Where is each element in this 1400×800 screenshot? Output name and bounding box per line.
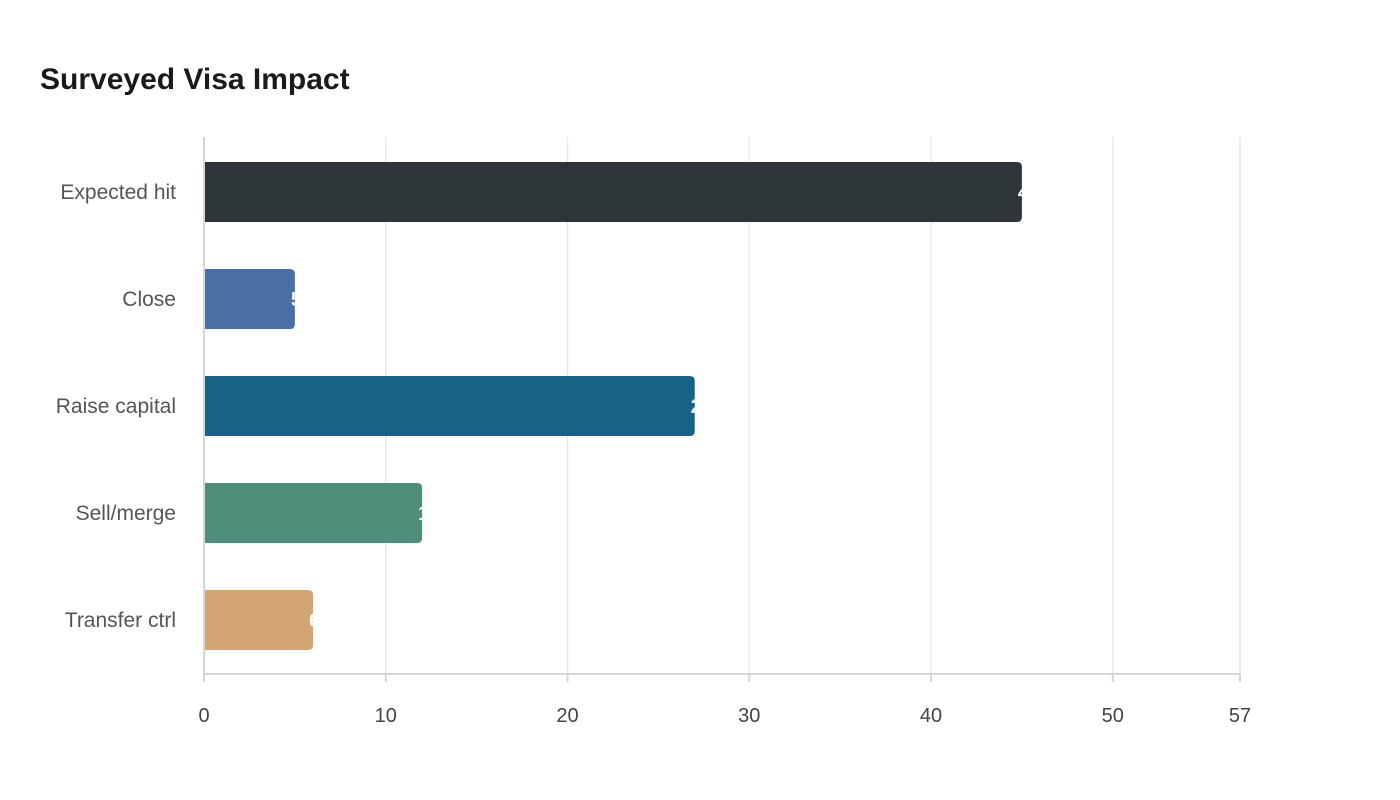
- x-tick-label: 10: [375, 705, 397, 727]
- bar-value-label: 27: [691, 396, 713, 418]
- category-label: Raise capital: [56, 395, 176, 418]
- bar-sell-merge: [204, 483, 423, 543]
- x-tick-label: 40: [920, 705, 942, 727]
- bar-raise-capital: [204, 376, 695, 436]
- category-label: Expected hit: [60, 181, 176, 204]
- bar-value-label: 6: [309, 610, 320, 632]
- bar-value-label: 45: [1018, 182, 1040, 204]
- bar-close: [204, 269, 295, 329]
- bars: [204, 162, 1022, 650]
- category-label: Sell/merge: [76, 502, 176, 525]
- bar-value-label: 5: [291, 289, 302, 311]
- x-tick-label: 0: [198, 705, 209, 727]
- chart-title: Surveyed Visa Impact: [40, 63, 350, 96]
- bar-expected-hit: [204, 162, 1022, 222]
- category-label: Close: [122, 288, 176, 311]
- axes: 0 10 20 30 40 50 57: [198, 137, 1251, 727]
- bar-transfer-ctrl: [204, 590, 314, 650]
- x-tick-label: 30: [738, 705, 760, 727]
- x-tick-label: 20: [556, 705, 578, 727]
- bar-value-label: 12: [418, 503, 440, 525]
- category-label: Transfer ctrl: [65, 609, 176, 632]
- x-tick-label: 57: [1229, 705, 1251, 727]
- x-tick-label: 50: [1102, 705, 1124, 727]
